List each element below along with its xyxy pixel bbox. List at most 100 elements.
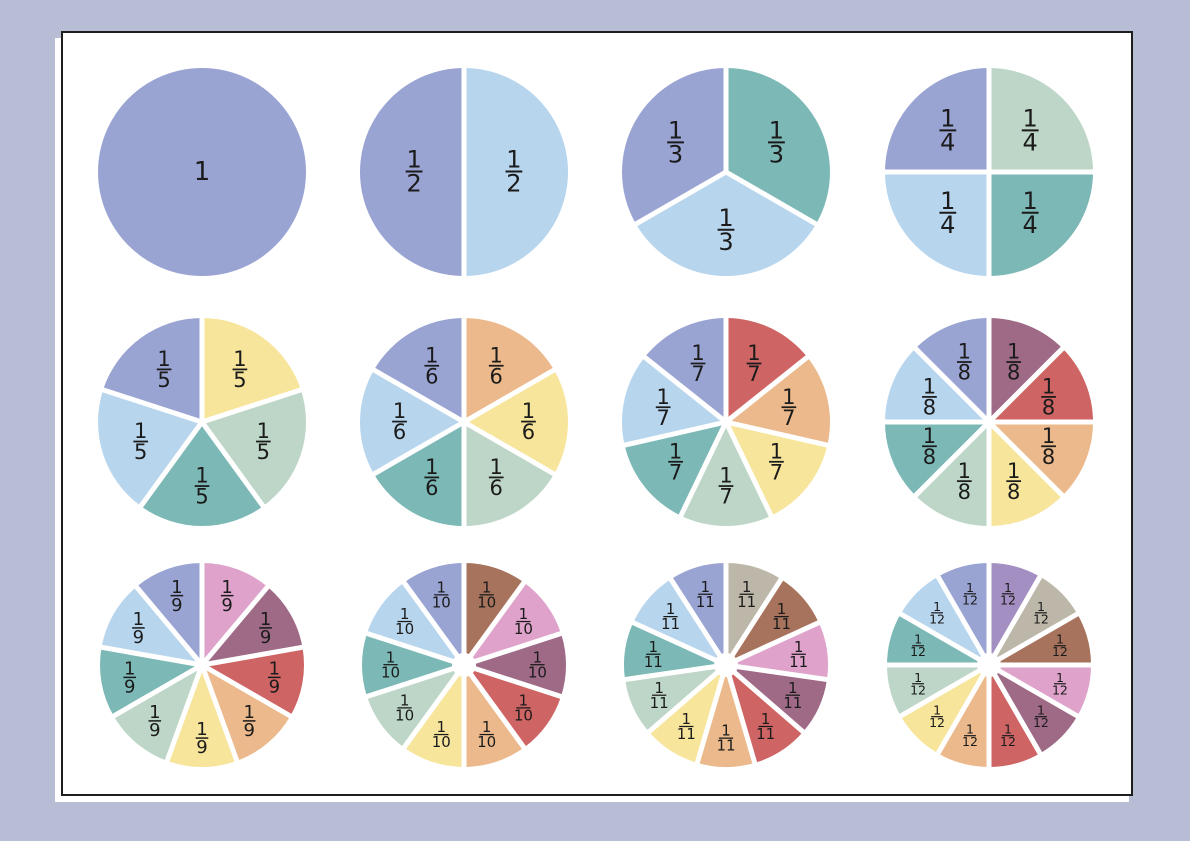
fraction-label-3-of-7: 17 (769, 439, 784, 484)
fraction-denominator: 4 (940, 211, 955, 239)
fraction-label-9-of-11: 111 (644, 638, 663, 671)
fraction-label-2-of-10: 110 (514, 605, 533, 638)
fraction-label-2-of-4: 14 (1021, 187, 1039, 239)
fraction-denominator: 8 (923, 396, 936, 420)
slice-6-of-6 (373, 318, 464, 422)
fraction-numerator: 1 (386, 648, 396, 666)
slice-3-of-10 (464, 633, 567, 697)
fraction-label-4-of-4: 14 (939, 105, 957, 157)
fraction-denominator: 5 (195, 485, 208, 509)
fraction-numerator: 1 (933, 703, 941, 718)
fraction-denominator: 10 (477, 733, 496, 751)
slice-2-of-4 (989, 172, 1093, 276)
fraction-numerator: 1 (260, 609, 271, 630)
slice-divider (137, 420, 205, 510)
slice-1-of-4 (989, 68, 1093, 172)
fraction-denominator: 7 (719, 485, 732, 509)
slice-divider (400, 663, 467, 751)
slice-divider (987, 420, 1066, 499)
fraction-denominator: 4 (1023, 211, 1038, 239)
fraction-denominator: 7 (747, 362, 760, 386)
fraction-numerator: 1 (691, 341, 704, 365)
fraction-label-3-of-3: 13 (667, 117, 684, 169)
fraction-numerator: 1 (134, 419, 147, 443)
fraction-label-4-of-11: 111 (783, 679, 802, 712)
center-hub (977, 653, 1001, 677)
slice-7-of-11 (648, 665, 726, 763)
slice-3-of-9 (202, 647, 304, 716)
fraction-denominator: 3 (769, 141, 784, 169)
fraction-numerator: 1 (721, 722, 731, 740)
slice-8-of-10 (361, 633, 464, 697)
slice-9-of-10 (366, 582, 464, 665)
fraction-numerator: 1 (221, 577, 232, 598)
fraction-denominator: 2 (506, 170, 521, 198)
fraction-numerator: 1 (1004, 722, 1012, 737)
fraction-numerator: 1 (425, 343, 438, 367)
fraction-denominator: 10 (514, 620, 533, 638)
fraction-numerator: 1 (788, 679, 798, 697)
fraction-numerator: 1 (257, 419, 270, 443)
slice-9-of-9 (136, 563, 202, 665)
slice-4-of-7 (680, 422, 772, 526)
slice-1-of-6 (464, 318, 555, 422)
fraction-label-6-of-11: 111 (716, 722, 735, 755)
slice-divider (463, 662, 564, 700)
slice-1-of-8 (989, 318, 1063, 422)
fraction-denominator: 4 (940, 129, 955, 157)
slice-divider (364, 630, 465, 668)
slice-2-of-8 (989, 348, 1093, 422)
slice-divider (100, 386, 203, 425)
fraction-numerator: 1 (940, 187, 955, 215)
fraction-label-4-of-6: 16 (424, 455, 440, 500)
fraction-label-1-of-3: 13 (768, 117, 785, 169)
slice-divider (987, 662, 1081, 720)
fraction-denominator: 7 (656, 406, 669, 430)
fraction-label-1-of-2: 12 (505, 146, 523, 198)
slice-divider (200, 583, 271, 667)
slice-2-of-9 (202, 586, 303, 665)
center-hub (197, 660, 207, 670)
fraction-label-6-of-7: 17 (655, 385, 671, 430)
fraction-label-3-of-9: 19 (268, 659, 281, 698)
slice-6-of-7 (622, 357, 726, 446)
slice-8-of-8 (915, 318, 989, 422)
fraction-numerator: 1 (196, 719, 207, 740)
fraction-label-3-of-5: 15 (194, 464, 210, 509)
fraction-denominator: 4 (1023, 129, 1038, 157)
slice-divider (934, 663, 992, 757)
fraction-label-3-of-11: 111 (789, 638, 808, 671)
slice-4-of-8 (989, 422, 1063, 526)
slice-2-of-7 (726, 357, 830, 446)
fraction-label-9-of-12: 112 (910, 670, 926, 698)
fraction-denominator: 11 (783, 694, 802, 712)
slice-8-of-9 (101, 586, 202, 665)
fraction-denominator: 12 (910, 644, 926, 659)
slice-divider (632, 169, 728, 228)
fraction-label-5-of-8: 18 (956, 459, 972, 504)
slice-5-of-8 (915, 422, 989, 526)
slice-6-of-11 (697, 665, 755, 768)
fraction-denominator: 6 (393, 420, 406, 444)
fraction-label-1-of-10: 110 (477, 578, 496, 611)
fraction-label-7-of-9: 19 (123, 659, 136, 698)
slice-1-of-10 (464, 563, 524, 665)
fraction-denominator: 9 (171, 595, 182, 616)
slice-divider (897, 610, 991, 668)
fraction-numerator: 1 (914, 632, 922, 647)
fraction-label-1-of-11: 111 (737, 578, 756, 611)
slice-divider (724, 169, 820, 228)
fraction-denominator: 10 (432, 593, 451, 611)
slice-divider (462, 419, 558, 478)
slice-9-of-11 (624, 622, 726, 680)
center-hub (452, 653, 476, 677)
slice-10-of-10 (404, 563, 464, 665)
fraction-denominator: 6 (490, 476, 503, 500)
slice-divider (934, 573, 992, 667)
fraction-label-1-of-9: 19 (220, 577, 234, 616)
slice-5-of-9 (167, 665, 237, 768)
fraction-label-11-of-12: 112 (929, 599, 945, 627)
fraction-numerator: 1 (400, 691, 410, 709)
slice-4-of-9 (202, 665, 291, 761)
